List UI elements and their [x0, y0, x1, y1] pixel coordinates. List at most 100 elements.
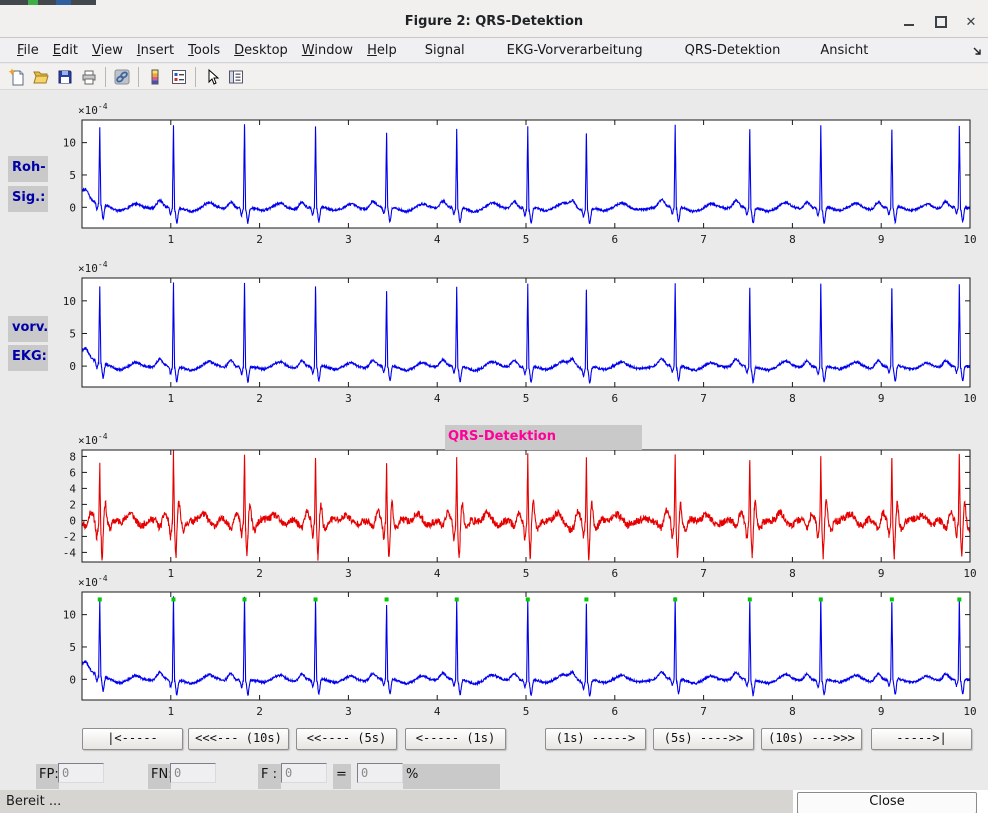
svg-text:6: 6 — [611, 705, 618, 718]
print-icon[interactable] — [77, 66, 101, 88]
svg-text:10: 10 — [63, 609, 76, 622]
plot-qrs-detection-filtered: 1 2 3 4 5 6 7 8 9 10 -4 -2 0 2 4 6 8 ×10-4 — [30, 432, 988, 586]
open-folder-icon[interactable] — [29, 66, 53, 88]
background-window-sliver-green — [28, 0, 38, 5]
svg-text:2: 2 — [256, 567, 263, 580]
toolbar-separator — [195, 66, 196, 87]
svg-text:2: 2 — [256, 392, 263, 405]
equals-label: = — [333, 764, 351, 789]
svg-text:8: 8 — [789, 705, 796, 718]
preprocessed-label-line1: vorv. — [8, 316, 48, 342]
svg-text:1: 1 — [167, 392, 174, 405]
nav-to-start-button[interactable]: |<----- — [82, 728, 183, 750]
toolbar — [0, 64, 988, 90]
nav-forward-10s-button[interactable]: (10s) --->>> — [761, 728, 862, 750]
menu-insert[interactable]: Insert — [136, 42, 175, 58]
titlebar: Figure 2: QRS-Detektion — [0, 6, 988, 38]
save-icon[interactable] — [53, 66, 77, 88]
minimize-button[interactable] — [896, 12, 922, 32]
svg-text:0: 0 — [69, 673, 76, 686]
toolbar-separator — [105, 66, 106, 87]
menu-view[interactable]: View — [91, 42, 123, 58]
svg-text:10: 10 — [63, 137, 76, 150]
svg-text:7: 7 — [700, 567, 707, 580]
svg-text:2: 2 — [256, 705, 263, 718]
svg-text:10: 10 — [963, 705, 976, 718]
close-button[interactable]: Close — [797, 792, 977, 813]
plot-raw-signal: 1 2 3 4 5 6 7 8 9 10 0 5 10 ×10-4 — [30, 102, 988, 252]
plot-detected-beats: 1 2 3 4 5 6 7 8 9 10 0 5 10 ×10-4 — [30, 574, 988, 724]
nav-forward-1s-button[interactable]: (1s) -----> — [545, 728, 646, 750]
menu-tools[interactable]: Tools — [188, 42, 221, 58]
menubar: File Edit View Insert Tools Desktop Wind… — [0, 38, 988, 63]
svg-text:3: 3 — [345, 705, 352, 718]
raw-signal-label-line2: Sig.: — [8, 186, 48, 212]
new-document-icon[interactable] — [5, 66, 29, 88]
svg-text:5: 5 — [523, 705, 530, 718]
qrs-detection-plot-title: QRS-Detektion — [445, 425, 642, 450]
nav-forward-5s-button[interactable]: (5s) ---->> — [653, 728, 754, 750]
property-editor-icon[interactable] — [224, 66, 248, 88]
svg-text:5: 5 — [69, 641, 76, 654]
svg-text:9: 9 — [878, 567, 885, 580]
percent-label: % — [403, 764, 500, 789]
menu-signal[interactable]: Signal — [424, 42, 465, 58]
fp-label: FP: — [36, 764, 59, 789]
menu-window[interactable]: Window — [301, 42, 354, 58]
insert-colorbar-icon[interactable] — [143, 66, 167, 88]
svg-text:9: 9 — [878, 233, 885, 246]
svg-text:10: 10 — [963, 392, 976, 405]
insert-legend-icon[interactable] — [167, 66, 191, 88]
nav-back-1s-button[interactable]: <----- (1s) — [405, 728, 506, 750]
svg-text:0: 0 — [69, 360, 76, 373]
svg-text:-2: -2 — [63, 530, 76, 543]
svg-text:5: 5 — [523, 567, 530, 580]
menu-edit[interactable]: Edit — [52, 42, 78, 58]
background-window-sliver-blue — [56, 0, 71, 5]
toolbar-separator — [138, 66, 139, 87]
svg-text:7: 7 — [700, 392, 707, 405]
svg-text:1: 1 — [167, 705, 174, 718]
svg-text:8: 8 — [69, 450, 76, 463]
menu-ekg-vorverarbeitung[interactable]: EKG-Vorverarbeitung — [506, 42, 643, 58]
svg-text:0: 0 — [69, 201, 76, 214]
svg-text:4: 4 — [434, 567, 441, 580]
svg-text:1: 1 — [167, 233, 174, 246]
menu-file[interactable]: File — [17, 42, 39, 58]
svg-text:6: 6 — [611, 233, 618, 246]
nav-to-end-button[interactable]: ----->| — [871, 728, 972, 750]
close-window-button[interactable] — [958, 12, 984, 32]
svg-text:4: 4 — [434, 233, 441, 246]
svg-text:8: 8 — [789, 392, 796, 405]
nav-back-5s-button[interactable]: <<---- (5s) — [296, 728, 397, 750]
svg-text:10: 10 — [963, 567, 976, 580]
svg-text:5: 5 — [69, 327, 76, 340]
menu-overflow-arrow-icon[interactable] — [972, 45, 984, 57]
svg-text:10: 10 — [963, 233, 976, 246]
plot-preprocessed-ekg: 1 2 3 4 5 6 7 8 9 10 0 5 10 ×10-4 — [30, 260, 988, 411]
link-plot-icon[interactable] — [110, 66, 134, 88]
svg-text:4: 4 — [434, 392, 441, 405]
svg-text:6: 6 — [611, 392, 618, 405]
svg-text:2: 2 — [69, 498, 76, 511]
svg-text:6: 6 — [69, 466, 76, 479]
fn-input[interactable] — [170, 763, 216, 783]
minimize-icon — [904, 24, 914, 26]
menu-help[interactable]: Help — [367, 42, 397, 58]
svg-text:×10-4: ×10-4 — [78, 574, 108, 589]
raw-signal-label-line1: Roh- — [8, 156, 48, 182]
edit-plot-arrow-icon[interactable] — [200, 66, 224, 88]
f-input[interactable] — [281, 763, 327, 783]
svg-text:8: 8 — [789, 567, 796, 580]
menu-ansicht[interactable]: Ansicht — [820, 42, 869, 58]
f-percent-input[interactable] — [357, 763, 403, 783]
maximize-icon — [935, 16, 947, 28]
fp-input[interactable] — [58, 763, 104, 783]
menu-desktop[interactable]: Desktop — [234, 42, 288, 58]
svg-text:5: 5 — [69, 169, 76, 182]
background-window-sliver — [0, 0, 96, 5]
maximize-button[interactable] — [928, 12, 954, 32]
menu-qrs-detektion[interactable]: QRS-Detektion — [684, 42, 781, 58]
nav-back-10s-button[interactable]: <<<--- (10s) — [188, 728, 289, 750]
